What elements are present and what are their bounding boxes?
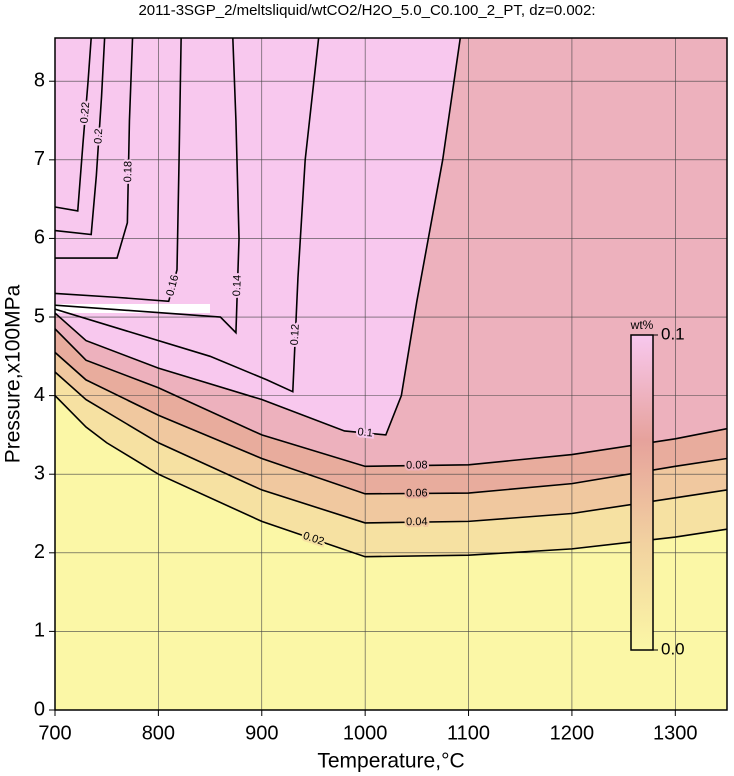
chart-title: 2011-3SGP_2/meltsliquid/wtCO2/H2O_5.0_C0… — [138, 2, 595, 19]
contour-line — [55, 38, 106, 236]
contour-label: 0.1 — [357, 426, 373, 439]
contour-label: 0.06 — [406, 487, 428, 499]
contour-line — [55, 38, 182, 303]
x-tick-label: 1100 — [447, 722, 490, 744]
colorbar-tick-label: 0.1 — [661, 324, 685, 343]
x-tick-label: 1200 — [550, 722, 595, 744]
x-tick-label: 700 — [38, 722, 71, 744]
x-tick-label: 900 — [245, 722, 278, 744]
contour-label: 0.22 — [79, 101, 93, 123]
contour-label: 0.12 — [289, 324, 302, 346]
y-tick-label: 5 — [34, 305, 45, 327]
x-axis-label: Temperature,°C — [317, 750, 464, 773]
contour-fill — [55, 38, 461, 435]
plot-area: 0.020.040.060.080.10.120.140.160.180.20.… — [49, 37, 728, 716]
contour-label: 0.14 — [231, 275, 244, 297]
y-tick-label: 4 — [34, 384, 45, 406]
contour-line — [55, 395, 727, 558]
contour-line — [55, 38, 92, 212]
contour-label: 0.2 — [92, 128, 105, 144]
contour-label: 0.18 — [122, 161, 134, 183]
contour-label: 0.08 — [406, 459, 428, 471]
colorbar-label: wt% — [630, 318, 654, 332]
x-tick-label: 1300 — [653, 722, 698, 744]
x-tick-label: 1000 — [343, 722, 388, 744]
contour-label: 0.04 — [406, 516, 428, 528]
contour-line — [55, 38, 320, 393]
colorbar — [630, 334, 654, 651]
plot-frame — [54, 37, 728, 711]
y-tick-label: 1 — [34, 620, 45, 642]
y-tick-label: 6 — [34, 227, 45, 249]
contour-line — [55, 38, 462, 436]
y-tick-label: 2 — [34, 541, 45, 563]
colorbar-tick-label: 0.0 — [661, 639, 685, 658]
y-tick-label: 7 — [34, 148, 45, 170]
data-gap — [55, 304, 210, 313]
y-tick-label: 0 — [34, 698, 45, 720]
contour-line — [55, 38, 240, 335]
y-tick-label: 3 — [34, 462, 45, 484]
y-tick-label: 8 — [34, 70, 45, 92]
fills — [55, 38, 727, 710]
y-axis-label: Pressure,x100MPa — [2, 284, 25, 463]
x-tick-label: 800 — [142, 722, 175, 744]
contour-line — [55, 38, 134, 259]
